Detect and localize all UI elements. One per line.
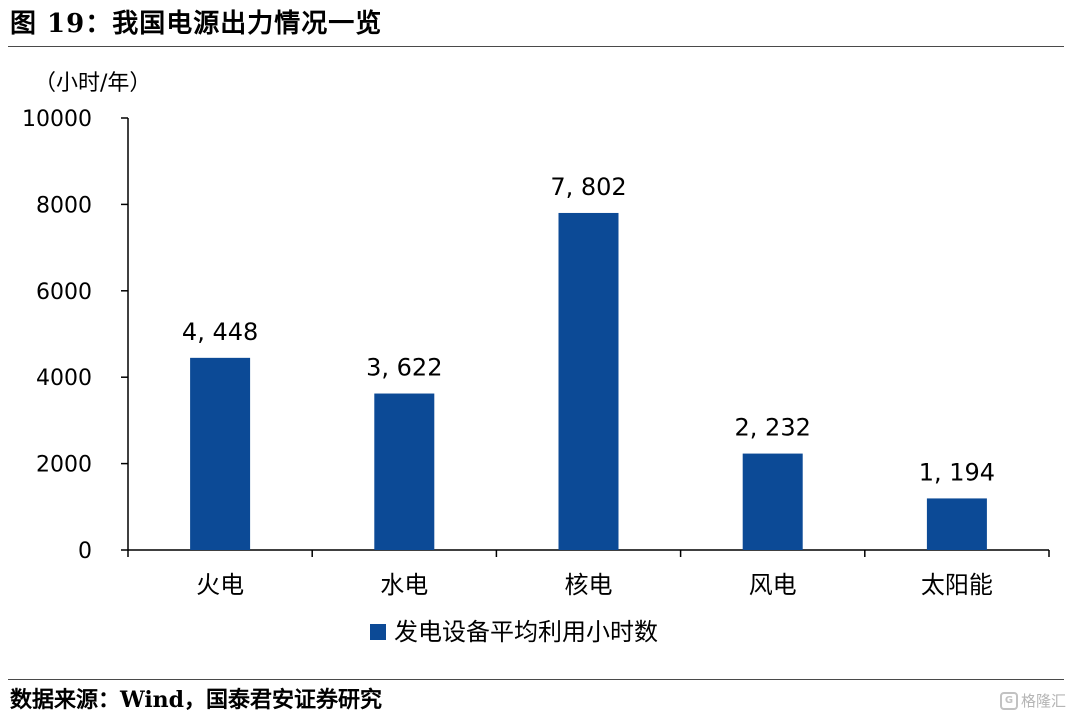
bar-chart: （小时/年） 0 2000 4000 6000 8000 10000 火电 水电 核电 风电 太阳… [22, 71, 1050, 646]
y-tick-label: 6000 [36, 280, 92, 305]
bar-value-label: 3, 622 [366, 354, 442, 382]
y-axis: 0 2000 4000 6000 8000 10000 [22, 107, 129, 564]
y-axis-unit-label: （小时/年） [34, 71, 151, 96]
watermark: G 格隆汇 [1000, 688, 1066, 714]
x-category-label: 水电 [380, 571, 428, 599]
watermark-logo-icon: G [1000, 692, 1018, 710]
bar [374, 393, 435, 550]
bottom-divider [8, 679, 1064, 680]
y-tick-label: 0 [78, 539, 92, 564]
bar [190, 357, 251, 550]
source-note: 数据来源：Wind，国泰君安证券研究 [10, 687, 383, 713]
bar [558, 212, 619, 550]
y-tick-label: 10000 [22, 107, 92, 132]
watermark-text: 格隆汇 [1021, 692, 1067, 710]
figure-title: 图 19：我国电源出力情况一览 [10, 9, 383, 39]
bar-value-label: 2, 232 [735, 414, 811, 442]
y-tick-label: 4000 [36, 366, 92, 391]
legend: 发电设备平均利用小时数 [370, 618, 658, 646]
x-category-label: 火电 [196, 571, 244, 599]
legend-swatch [370, 624, 386, 640]
bar-series [190, 212, 987, 550]
x-category-label: 核电 [565, 571, 613, 599]
bar-value-label: 7, 802 [550, 173, 626, 201]
y-tick-label: 2000 [36, 453, 92, 478]
bar-value-label: 1, 194 [919, 458, 995, 486]
x-category-label: 太阳能 [921, 571, 993, 599]
legend-label: 发电设备平均利用小时数 [394, 618, 658, 646]
bar [742, 453, 803, 550]
y-tick-label: 8000 [36, 193, 92, 218]
bar-value-label: 4, 448 [182, 318, 258, 346]
data-labels: 4, 448 3, 622 7, 802 2, 232 1, 194 [182, 173, 995, 486]
x-category-label: 风电 [749, 571, 797, 599]
x-axis: 火电 水电 核电 风电 太阳能 [127, 549, 1050, 599]
top-divider [8, 46, 1064, 47]
bar [926, 498, 987, 550]
